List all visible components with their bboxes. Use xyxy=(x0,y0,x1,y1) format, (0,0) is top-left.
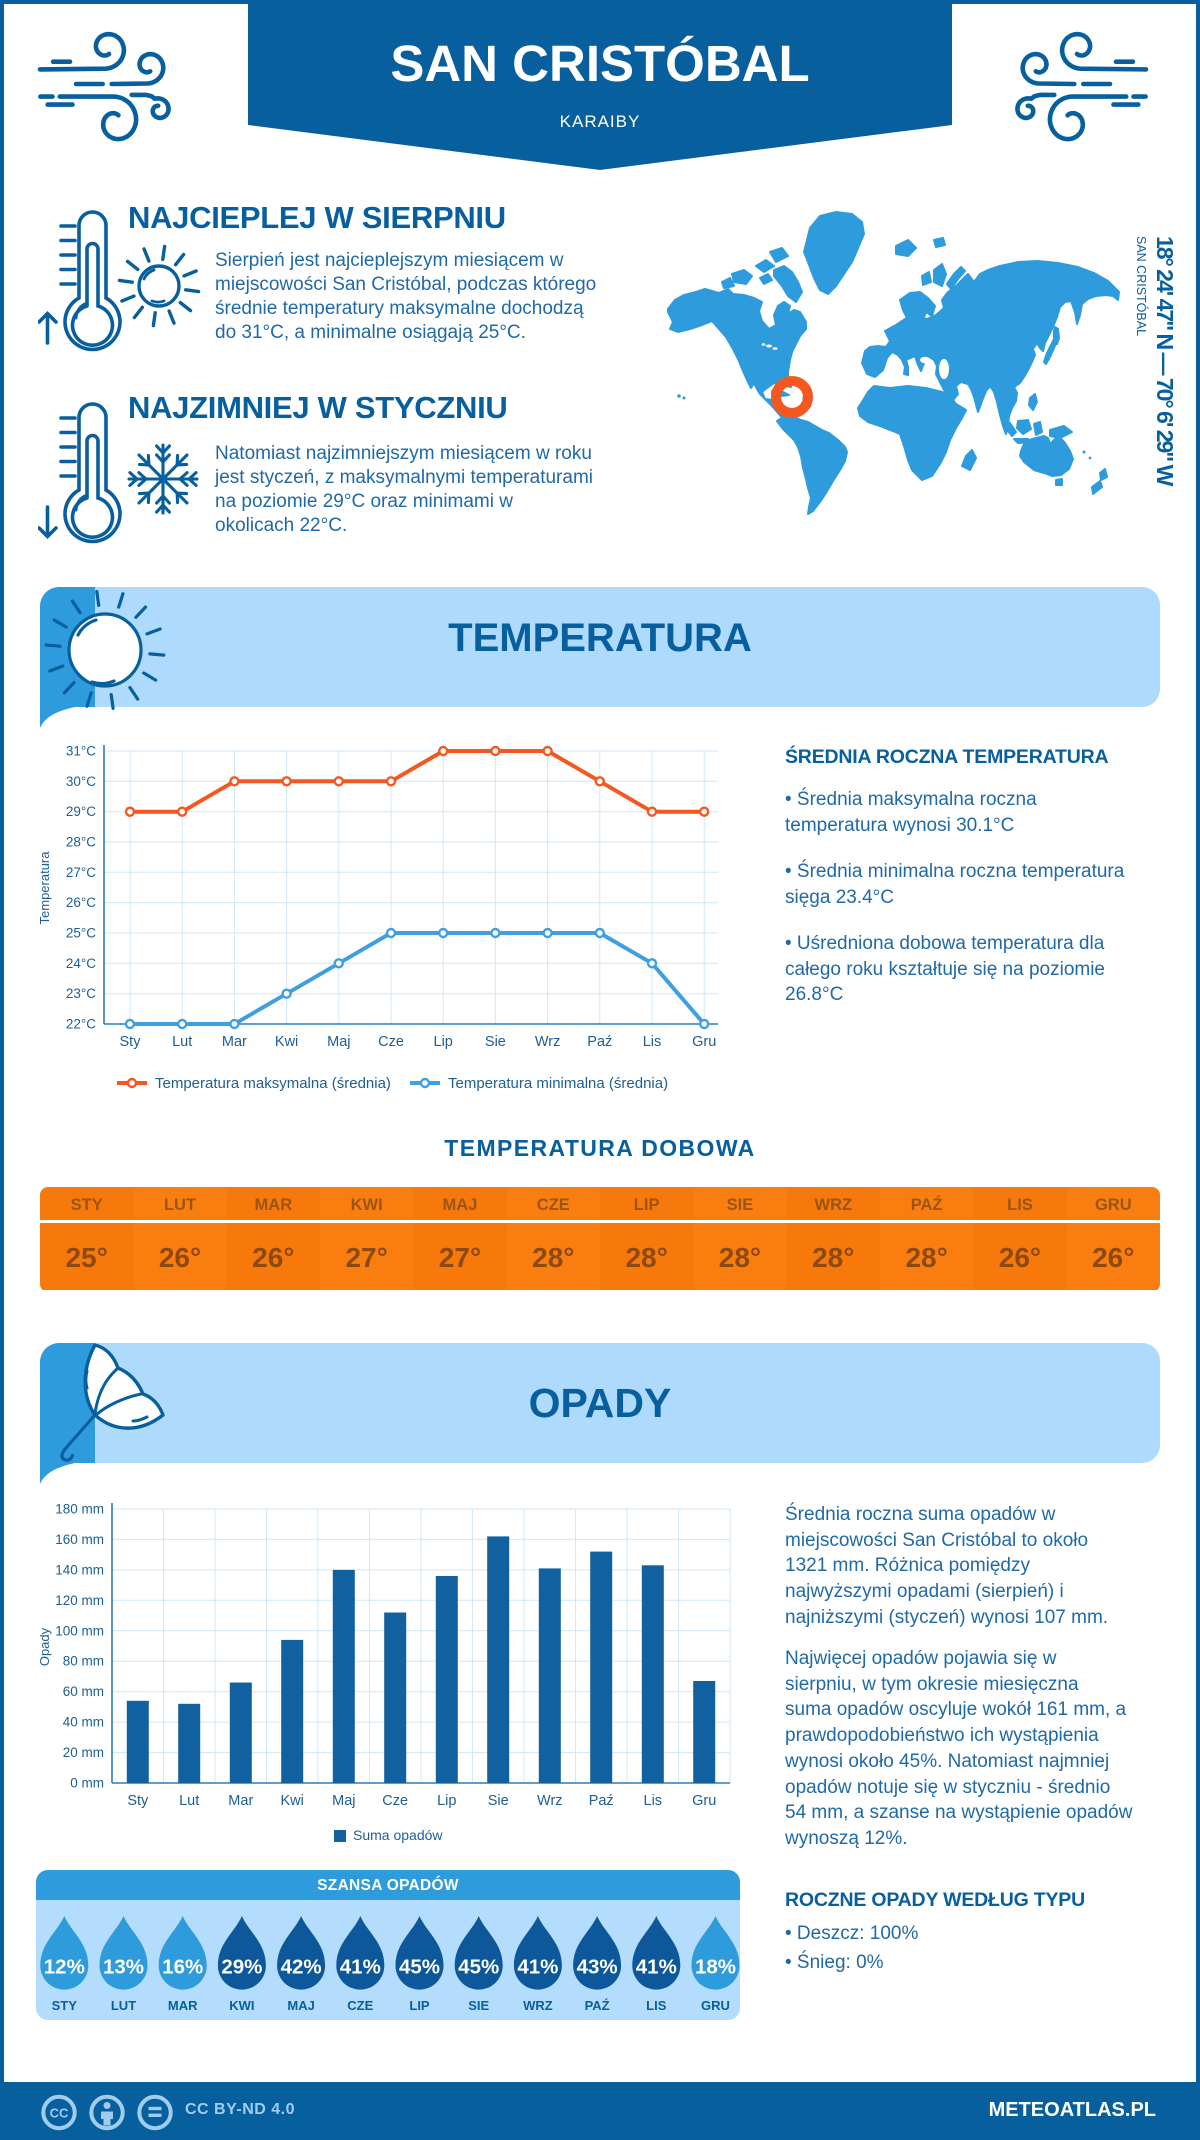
svg-text:42%: 42% xyxy=(281,1955,322,1978)
svg-text:28°C: 28°C xyxy=(66,835,96,850)
svg-text:80 mm: 80 mm xyxy=(63,1654,104,1669)
svg-text:Paź: Paź xyxy=(587,1034,612,1050)
svg-text:KWI: KWI xyxy=(229,1998,254,2013)
svg-text:Lis: Lis xyxy=(643,1034,662,1050)
svg-text:PAŹ: PAŹ xyxy=(585,1998,610,2013)
svg-text:Cze: Cze xyxy=(378,1034,404,1050)
svg-text:Kwi: Kwi xyxy=(275,1034,298,1050)
svg-text:LIP: LIP xyxy=(409,1998,430,2013)
svg-text:45%: 45% xyxy=(458,1955,499,1978)
svg-text:Opady: Opady xyxy=(40,1627,52,1666)
svg-text:Wrz: Wrz xyxy=(535,1034,561,1050)
svg-text:MAR: MAR xyxy=(168,1998,198,2013)
svg-text:25°C: 25°C xyxy=(66,926,96,941)
svg-text:MAJ: MAJ xyxy=(287,1998,314,2013)
svg-text:120 mm: 120 mm xyxy=(55,1593,104,1608)
svg-text:Maj: Maj xyxy=(332,1793,355,1809)
svg-text:Kwi: Kwi xyxy=(281,1793,304,1809)
svg-text:12%: 12% xyxy=(44,1955,85,1978)
svg-text:LUT: LUT xyxy=(111,1998,136,2013)
svg-text:43%: 43% xyxy=(577,1955,618,1978)
svg-text:Wrz: Wrz xyxy=(537,1793,563,1809)
svg-text:STY: STY xyxy=(52,1998,78,2013)
svg-text:Sty: Sty xyxy=(120,1034,142,1050)
svg-text:WRZ: WRZ xyxy=(523,1998,553,2013)
svg-text:Mar: Mar xyxy=(228,1793,253,1809)
svg-text:60 mm: 60 mm xyxy=(63,1684,104,1699)
svg-text:41%: 41% xyxy=(517,1955,558,1978)
svg-text:Sie: Sie xyxy=(488,1793,509,1809)
svg-text:SIE: SIE xyxy=(468,1998,489,2013)
svg-text:30°C: 30°C xyxy=(66,774,96,789)
svg-text:Temperatura maksymalna (średni: Temperatura maksymalna (średnia) xyxy=(155,1075,391,1092)
svg-text:Lut: Lut xyxy=(179,1793,199,1809)
svg-text:13%: 13% xyxy=(103,1955,144,1978)
svg-text:Gru: Gru xyxy=(692,1793,716,1809)
svg-text:0 mm: 0 mm xyxy=(70,1776,104,1791)
svg-text:29°C: 29°C xyxy=(66,804,96,819)
svg-text:GRU: GRU xyxy=(701,1998,730,2013)
svg-text:Lut: Lut xyxy=(172,1034,192,1050)
svg-text:18%: 18% xyxy=(695,1955,736,1978)
svg-text:16%: 16% xyxy=(162,1955,203,1978)
svg-text:31°C: 31°C xyxy=(66,744,96,759)
svg-text:20 mm: 20 mm xyxy=(63,1745,104,1760)
svg-text:41%: 41% xyxy=(340,1955,381,1978)
svg-text:41%: 41% xyxy=(636,1955,677,1978)
svg-text:Sie: Sie xyxy=(485,1034,506,1050)
svg-text:Temperatura: Temperatura xyxy=(40,851,52,925)
svg-text:Lip: Lip xyxy=(437,1793,456,1809)
svg-text:45%: 45% xyxy=(399,1955,440,1978)
svg-text:CC: CC xyxy=(50,2106,69,2121)
svg-text:24°C: 24°C xyxy=(66,956,96,971)
svg-text:Maj: Maj xyxy=(327,1034,350,1050)
svg-text:29%: 29% xyxy=(221,1955,262,1978)
svg-text:27°C: 27°C xyxy=(66,865,96,880)
svg-text:26°C: 26°C xyxy=(66,895,96,910)
svg-text:22°C: 22°C xyxy=(66,1017,96,1032)
svg-text:Mar: Mar xyxy=(222,1034,247,1050)
svg-text:Sty: Sty xyxy=(127,1793,149,1809)
svg-text:160 mm: 160 mm xyxy=(55,1532,104,1547)
svg-text:Lip: Lip xyxy=(434,1034,453,1050)
svg-text:23°C: 23°C xyxy=(66,986,96,1001)
svg-text:100 mm: 100 mm xyxy=(55,1623,104,1638)
svg-text:180 mm: 180 mm xyxy=(55,1502,104,1517)
svg-text:Lis: Lis xyxy=(644,1793,663,1809)
svg-text:Temperatura minimalna (średnia: Temperatura minimalna (średnia) xyxy=(448,1075,668,1092)
svg-text:Paź: Paź xyxy=(589,1793,614,1809)
svg-text:40 mm: 40 mm xyxy=(63,1715,104,1730)
svg-text:Suma opadów: Suma opadów xyxy=(353,1827,443,1843)
svg-text:Gru: Gru xyxy=(692,1034,716,1050)
svg-text:Cze: Cze xyxy=(382,1793,408,1809)
svg-text:LIS: LIS xyxy=(646,1998,667,2013)
svg-text:140 mm: 140 mm xyxy=(55,1562,104,1577)
svg-text:CZE: CZE xyxy=(347,1998,373,2013)
